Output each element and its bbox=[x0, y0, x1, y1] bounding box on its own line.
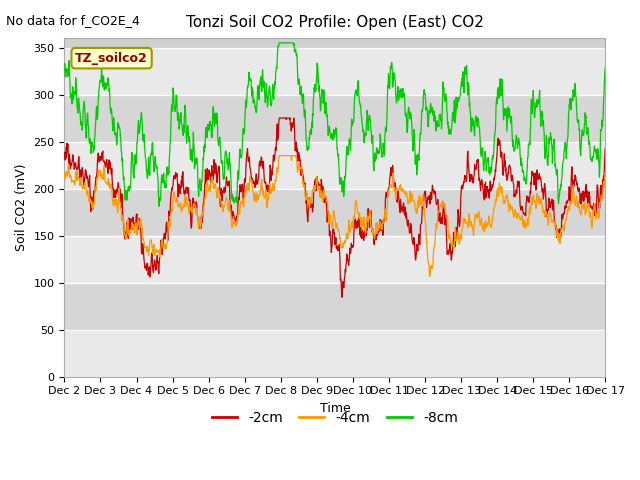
Bar bbox=[65, 142, 605, 189]
Bar bbox=[65, 95, 605, 142]
Legend: -2cm, -4cm, -8cm: -2cm, -4cm, -8cm bbox=[206, 406, 463, 431]
Y-axis label: Soil CO2 (mV): Soil CO2 (mV) bbox=[15, 164, 28, 251]
Bar bbox=[65, 48, 605, 95]
Bar bbox=[65, 330, 605, 377]
Bar bbox=[65, 236, 605, 283]
Text: TZ_soilco2: TZ_soilco2 bbox=[76, 52, 148, 65]
X-axis label: Time: Time bbox=[319, 402, 350, 415]
Title: Tonzi Soil CO2 Profile: Open (East) CO2: Tonzi Soil CO2 Profile: Open (East) CO2 bbox=[186, 15, 484, 30]
Bar bbox=[65, 189, 605, 236]
Text: No data for f_CO2E_4: No data for f_CO2E_4 bbox=[6, 14, 140, 27]
Bar bbox=[65, 283, 605, 330]
